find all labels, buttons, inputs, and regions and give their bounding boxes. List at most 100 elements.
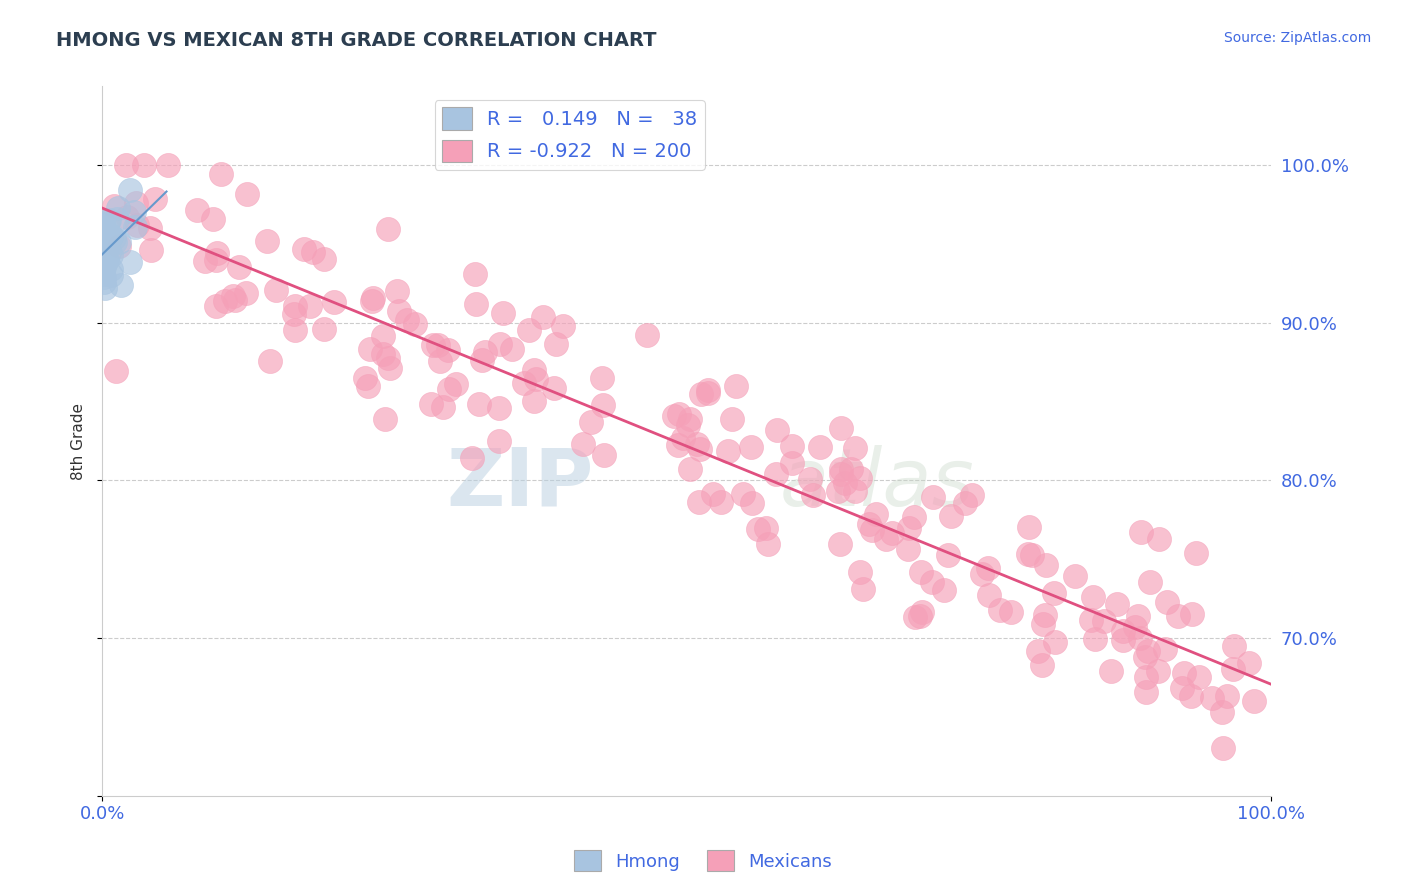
Point — [492, 306, 515, 320]
Point — [93, 260, 115, 275]
Point — [903, 510, 925, 524]
Point — [444, 377, 467, 392]
Point — [904, 609, 927, 624]
Point — [531, 310, 554, 325]
Point — [717, 444, 740, 458]
Point — [93, 250, 115, 264]
Point — [1223, 639, 1246, 653]
Point — [122, 205, 145, 219]
Point — [591, 371, 613, 385]
Point — [1105, 597, 1128, 611]
Point — [1026, 644, 1049, 658]
Point — [910, 605, 932, 619]
Point — [360, 293, 382, 308]
Point — [721, 411, 744, 425]
Point — [236, 186, 259, 201]
Point — [910, 565, 932, 579]
Point — [844, 483, 866, 498]
Point — [1112, 624, 1135, 638]
Y-axis label: 8th Grade: 8th Grade — [72, 402, 86, 480]
Point — [1212, 741, 1234, 756]
Text: atlas: atlas — [780, 444, 974, 523]
Point — [103, 199, 125, 213]
Point — [222, 289, 245, 303]
Text: HMONG VS MEXICAN 8TH GRADE CORRELATION CHART: HMONG VS MEXICAN 8TH GRADE CORRELATION C… — [56, 31, 657, 50]
Point — [323, 294, 346, 309]
Point — [125, 195, 148, 210]
Point — [827, 484, 849, 499]
Point — [98, 212, 121, 227]
Point — [94, 256, 117, 270]
Point — [741, 496, 763, 510]
Point — [385, 285, 408, 299]
Point — [697, 383, 720, 397]
Point — [897, 521, 920, 535]
Point — [118, 255, 141, 269]
Point — [377, 351, 399, 365]
Point — [592, 448, 614, 462]
Point — [1018, 520, 1040, 534]
Point — [972, 567, 994, 582]
Point — [1123, 619, 1146, 633]
Point — [865, 507, 887, 521]
Point — [361, 291, 384, 305]
Point — [932, 582, 955, 597]
Point — [517, 323, 540, 337]
Point — [284, 322, 307, 336]
Point — [939, 508, 962, 523]
Point — [1135, 670, 1157, 684]
Point — [897, 541, 920, 556]
Point — [117, 210, 139, 224]
Point — [579, 415, 602, 429]
Point — [689, 442, 711, 456]
Point — [1032, 617, 1054, 632]
Point — [849, 566, 872, 580]
Point — [1021, 548, 1043, 562]
Point — [312, 252, 335, 266]
Point — [780, 438, 803, 452]
Point — [1043, 634, 1066, 648]
Point — [488, 434, 510, 448]
Point — [432, 401, 454, 415]
Point — [724, 379, 747, 393]
Point — [755, 521, 778, 535]
Point — [97, 214, 120, 228]
Point — [592, 398, 614, 412]
Point — [765, 467, 787, 482]
Point — [740, 440, 762, 454]
Point — [156, 158, 179, 172]
Point — [543, 381, 565, 395]
Point — [1188, 670, 1211, 684]
Point — [1222, 662, 1244, 676]
Point — [910, 609, 932, 624]
Point — [94, 241, 117, 255]
Point — [464, 268, 486, 282]
Point — [1031, 657, 1053, 672]
Point — [1080, 613, 1102, 627]
Point — [471, 353, 494, 368]
Point — [468, 397, 491, 411]
Point — [103, 230, 125, 244]
Point — [678, 418, 700, 433]
Point — [474, 345, 496, 359]
Point — [186, 202, 208, 217]
Point — [860, 523, 883, 537]
Point — [1133, 650, 1156, 665]
Point — [100, 262, 122, 277]
Point — [465, 297, 488, 311]
Point — [259, 354, 281, 368]
Point — [488, 401, 510, 416]
Point — [666, 438, 689, 452]
Point — [830, 467, 852, 481]
Point — [120, 183, 142, 197]
Point — [1139, 574, 1161, 589]
Point — [522, 393, 544, 408]
Text: ZIP: ZIP — [446, 444, 593, 523]
Point — [103, 235, 125, 250]
Point — [731, 487, 754, 501]
Point — [688, 495, 710, 509]
Point — [780, 456, 803, 470]
Point — [395, 313, 418, 327]
Point — [1092, 614, 1115, 628]
Point — [851, 582, 873, 596]
